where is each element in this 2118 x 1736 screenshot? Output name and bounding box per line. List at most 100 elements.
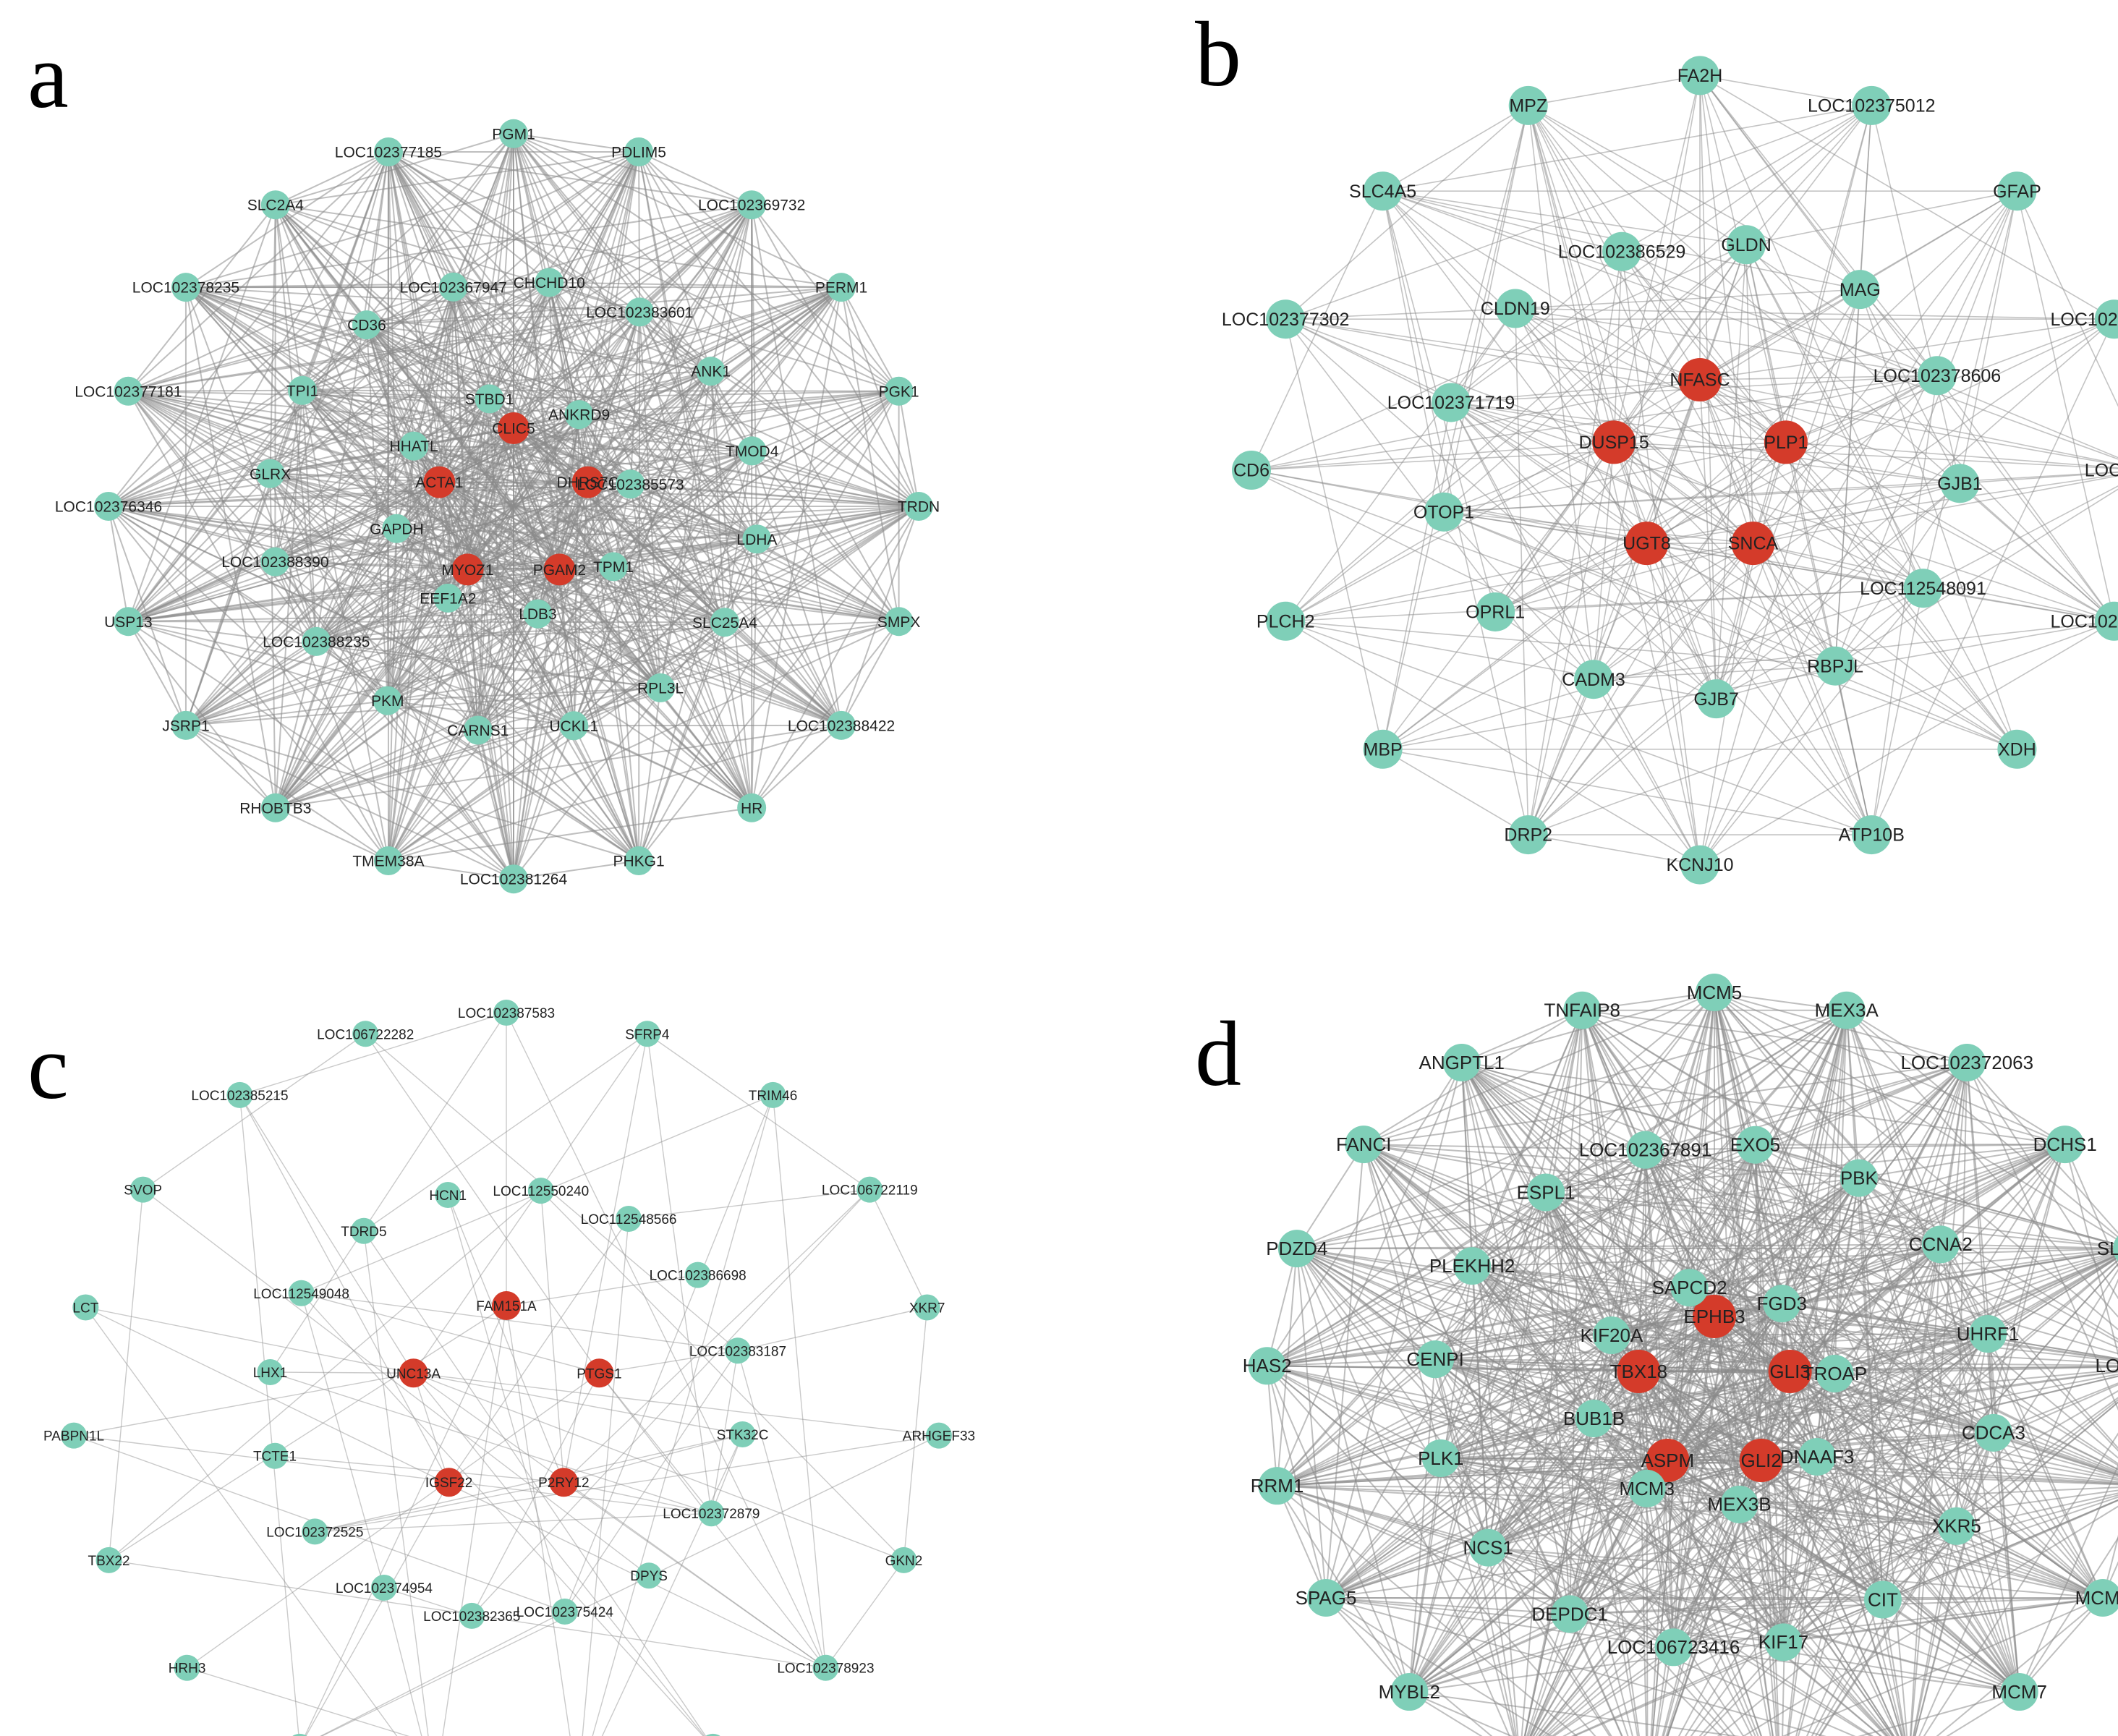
edge: [1487, 1333, 1989, 1549]
node-pabpn1l: [61, 1422, 88, 1449]
node-label-loc102378235: LOC102378235: [132, 280, 239, 297]
edge: [1471, 1265, 1690, 1289]
edge: [1858, 1177, 2118, 1246]
node-label-stbd1: STBD1: [465, 391, 514, 408]
edge: [1845, 1010, 2118, 1318]
edge: [1645, 1144, 2065, 1151]
node-label-rrm1: RRM1: [1251, 1475, 1304, 1497]
edge: [1755, 1144, 2118, 1246]
edge: [540, 1190, 904, 1561]
node-ank1: [696, 357, 726, 386]
node-label-mbp: MBP: [1364, 739, 1403, 760]
edge: [239, 1094, 414, 1374]
edge: [1817, 1456, 2118, 1484]
edge: [638, 538, 758, 861]
edge: [1738, 1062, 1968, 1505]
node-label-loc102367947: LOC102367947: [400, 279, 507, 296]
edge: [1569, 1010, 1583, 1614]
edge: [2064, 1144, 2118, 1357]
node-loc112550240: [527, 1178, 554, 1204]
edge: [573, 725, 752, 809]
edge: [1699, 289, 1860, 380]
edge: [573, 538, 758, 726]
edge: [274, 205, 304, 391]
edge: [1785, 105, 1873, 443]
node-tnfaip8: [1563, 991, 1602, 1029]
node-loc102385215: [226, 1081, 253, 1108]
nodes-panel-d: EPHB3 GLI3 GLI2 ASPM TBX18 MCM5 MEX3A LOC102372…: [1243, 974, 2118, 1711]
edge: [1439, 1458, 1515, 1736]
node-label-loc102386529: LOC102386529: [1558, 242, 1686, 262]
edge: [1408, 1613, 1570, 1693]
edge: [1613, 441, 2017, 750]
node-label-tbx18: TBX18: [1610, 1361, 1668, 1382]
edge: [1461, 1061, 1756, 1146]
edge: [548, 281, 640, 313]
edge: [1715, 190, 2018, 699]
edge: [579, 390, 899, 416]
edge: [1966, 1062, 2118, 1235]
edge: [1527, 251, 1622, 835]
edge: [386, 528, 398, 701]
edge: [127, 621, 187, 726]
node-label-kcnj10: KCNJ10: [1666, 855, 1733, 875]
node-tpi1: [288, 375, 318, 405]
edge: [1267, 1358, 1436, 1367]
edge: [1573, 1499, 2118, 1736]
edge: [269, 286, 454, 475]
edge: [442, 1305, 507, 1736]
node-loc106722119: [856, 1176, 883, 1203]
node-cenpi: [1416, 1340, 1455, 1379]
edge: [1285, 621, 1872, 835]
edge: [1611, 1335, 2020, 1693]
edge: [1487, 992, 1715, 1549]
node-label-tdrd5: TDRD5: [341, 1225, 386, 1240]
edge: [1761, 1460, 2104, 1599]
node-label-myoz1: MYOZ1: [441, 562, 493, 579]
edge: [143, 1189, 650, 1576]
node-label-loc102377181: LOC102377181: [75, 383, 182, 400]
edge: [1277, 1485, 1489, 1549]
edge: [315, 151, 389, 642]
node-loc106722282: [352, 1021, 379, 1047]
node-label-loc112548566: LOC112548566: [581, 1212, 677, 1227]
node-label-dusp15: DUSP15: [1578, 433, 1649, 453]
edge: [1858, 1144, 2065, 1179]
edge: [270, 1371, 712, 1514]
nodes-panel-b: NFASC PLP1 SNCA UGT8 DUSP15 FA2H LOC102375012 G…: [1222, 56, 2118, 885]
edge: [630, 483, 757, 540]
node-label-loc102385573: LOC102385573: [577, 477, 684, 493]
node-label-pdzd4: PDZD4: [1266, 1238, 1327, 1259]
edge: [1325, 1597, 1674, 1648]
edge: [185, 724, 639, 861]
edge: [1834, 289, 1861, 666]
node-label-plekhh2: PLEKHH2: [1429, 1255, 1515, 1277]
node-label-oprl1: OPRL1: [1466, 603, 1525, 623]
panel-d: d EPHB3 GLI3 GLI2 ASPM TBX18 MCM5 MEX3A LOC1023…: [1195, 974, 2118, 1736]
edge: [1494, 318, 2115, 613]
edge: [537, 613, 752, 809]
edge: [452, 286, 661, 689]
edge: [185, 390, 303, 726]
edge: [275, 725, 574, 809]
edge: [274, 286, 454, 809]
edge: [1955, 1144, 2066, 1527]
edge: [1325, 1144, 1365, 1599]
node-cdca3: [1974, 1413, 2012, 1452]
edge: [1816, 1456, 1957, 1527]
edge: [452, 286, 539, 614]
edge: [1646, 190, 2017, 544]
edge: [387, 699, 639, 861]
node-label-loc112549048: LOC112549048: [253, 1287, 349, 1302]
edge: [1688, 1287, 1785, 1643]
edge: [363, 1230, 707, 1736]
edge: [270, 472, 614, 568]
node-label-nfasc: NFASC: [1670, 370, 1730, 391]
edge: [2101, 1534, 2118, 1599]
edge: [1739, 1486, 2118, 1505]
node-dnaaf3: [1798, 1438, 1837, 1476]
edge: [1881, 1599, 1906, 1736]
node-loc102386698: [684, 1261, 711, 1288]
edge: [1296, 1144, 1365, 1249]
edge: [1644, 992, 1715, 1151]
